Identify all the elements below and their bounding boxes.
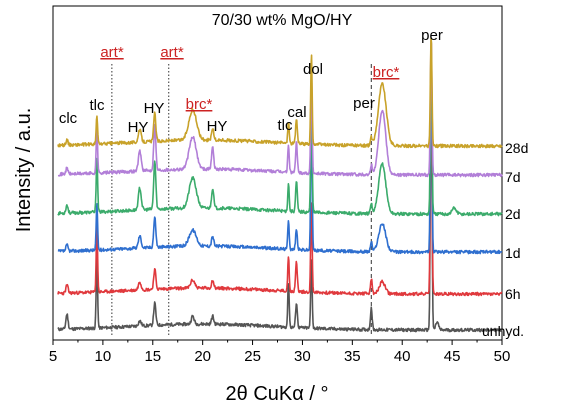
series-labels: unhyd. 6h 1d 2d 7d 28d [482, 140, 528, 339]
peak-label-clc: clc [59, 110, 78, 127]
phase-marker-brc: brc* [186, 96, 213, 113]
peak-label-cal: cal [287, 104, 306, 121]
x-tick-group: 5 10 15 20 25 30 35 40 45 50 [49, 348, 511, 365]
x-tick-label: 20 [194, 348, 211, 365]
x-tick-label: 35 [344, 348, 361, 365]
series-lines [57, 37, 503, 333]
phase-marker-brc: brc* [373, 64, 400, 81]
y-axis-title: Intensity / a.u. [13, 108, 35, 233]
peak-label-per: per [421, 27, 443, 44]
series-line-unhyd [57, 77, 503, 333]
peak-label-per: per [353, 95, 375, 112]
series-line-1d [57, 59, 503, 255]
series-label-2d: 2d [505, 206, 521, 222]
phase-marker-art: art* [160, 44, 184, 61]
peak-label-hy: HY [144, 100, 165, 117]
phase-markers: art* art* brc* brc* [100, 44, 399, 113]
x-tick-label: 15 [144, 348, 161, 365]
chart-title: 70/30 wt% MgO/HY [212, 12, 353, 29]
x-tick-label: 25 [244, 348, 261, 365]
peak-label-tlc: tlc [278, 117, 294, 134]
x-tick-label: 10 [95, 348, 112, 365]
peak-label-hy: HY [128, 119, 149, 136]
x-tick-label: 40 [394, 348, 411, 365]
x-tick-label: 50 [494, 348, 511, 365]
x-axis-title: 2θ CuKα / ° [226, 383, 329, 405]
series-line-6h [57, 70, 503, 297]
reference-lines [111, 64, 372, 335]
series-label-28d: 28d [505, 140, 528, 156]
series-line-28d [57, 37, 503, 149]
series-line-7d [57, 39, 503, 178]
phase-marker-art: art* [100, 44, 124, 61]
series-label-1d: 1d [505, 245, 521, 261]
x-tick-label: 30 [294, 348, 311, 365]
series-label-unhyd: unhyd. [482, 323, 524, 339]
peak-annotations: clc tlc HY HY HY tlc cal dol per per [59, 27, 443, 136]
x-tick-marks [52, 340, 503, 345]
x-tick-label: 5 [49, 348, 57, 365]
series-line-2d [57, 47, 503, 217]
series-label-6h: 6h [505, 286, 521, 302]
x-tick-label: 45 [444, 348, 461, 365]
peak-label-tlc: tlc [90, 97, 106, 114]
peak-label-hy: HY [207, 118, 228, 135]
series-label-7d: 7d [505, 169, 521, 185]
peak-label-dol: dol [303, 61, 323, 78]
